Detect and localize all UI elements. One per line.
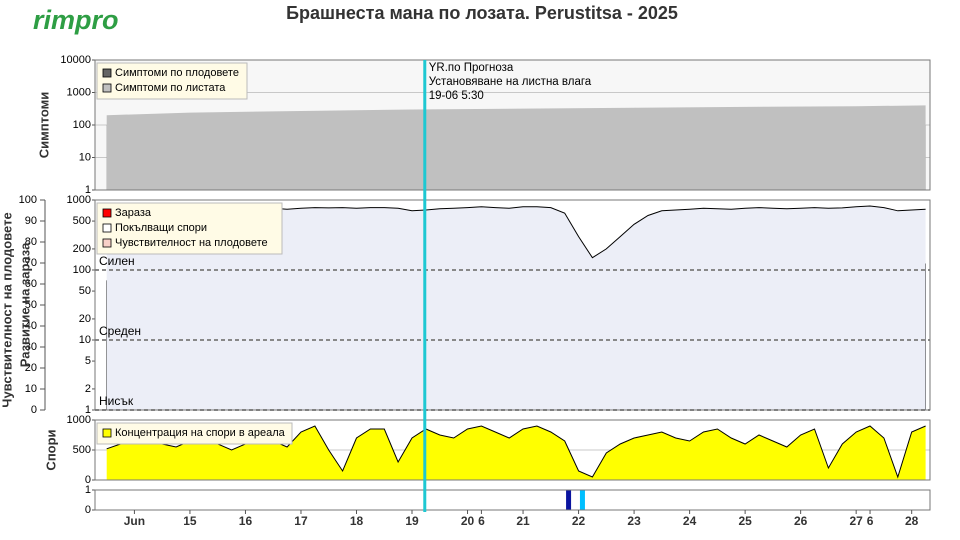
y-axis-title: Спори xyxy=(43,429,58,470)
legend-swatch xyxy=(102,208,112,218)
legend-label: Покълващи спори xyxy=(115,222,207,234)
y2-tick-label: 70 xyxy=(25,257,37,269)
cursor-label: Установяване на листна влага xyxy=(429,76,592,88)
level-label: Силен xyxy=(99,254,135,268)
y-tick-label: 1 xyxy=(85,404,91,416)
y-axis-title: Развитие на зараза xyxy=(17,242,32,367)
x-tick-label: 16 xyxy=(239,514,253,528)
y-tick-label: 1000 xyxy=(67,194,91,206)
series-line xyxy=(106,425,926,479)
y-tick-label: 500 xyxy=(73,444,91,456)
series-area xyxy=(106,105,926,190)
x-tick-label: Jun xyxy=(124,514,145,528)
chart-title: Брашнеста мана по лозата. Perustitsa - 2… xyxy=(286,3,678,23)
legend-label: Зараза xyxy=(115,207,152,219)
y-tick-label: 10 xyxy=(79,151,91,163)
y-tick-label: 0 xyxy=(85,504,91,516)
x-tick-label: 17 xyxy=(294,514,308,528)
x-tick-label: 28 xyxy=(905,514,919,528)
legend-swatch xyxy=(102,428,112,438)
bar xyxy=(566,490,572,510)
legend-box xyxy=(96,62,248,100)
y-tick-label: 1000 xyxy=(67,414,91,426)
y-tick-label: 10 xyxy=(79,334,91,346)
x-tick-label: 6 xyxy=(478,514,485,528)
level-label: Нисък xyxy=(99,394,134,408)
cursor-label: YR.по Прогноза xyxy=(429,62,514,74)
y-tick-label: 100 xyxy=(73,119,91,131)
y2-tick-label: 90 xyxy=(25,215,37,227)
y2-tick-label: 80 xyxy=(25,236,37,248)
y-tick-label: 20 xyxy=(79,313,91,325)
x-tick-label: 6 xyxy=(867,514,874,528)
plot-frame xyxy=(94,489,931,511)
plot-frame xyxy=(94,199,931,411)
x-tick-label: 24 xyxy=(683,514,697,528)
legend-label: Симптоми по листата xyxy=(115,82,226,94)
series-area xyxy=(106,206,926,410)
y-tick-label: 50 xyxy=(79,285,91,297)
x-tick-label: 18 xyxy=(350,514,364,528)
y-tick-label: 5 xyxy=(85,355,91,367)
cursor-label: 19-06 5:30 xyxy=(429,90,484,102)
y-tick-label: 200 xyxy=(73,243,91,255)
x-tick-label: 26 xyxy=(794,514,808,528)
x-tick-label: 22 xyxy=(572,514,586,528)
y-tick-label: 100 xyxy=(73,264,91,276)
legend-swatch xyxy=(102,83,112,93)
x-tick-label: 25 xyxy=(738,514,752,528)
legend-label: Концентрация на спори в ареала xyxy=(115,427,286,439)
bar xyxy=(579,490,585,510)
legend-label: Симптоми по плодовете xyxy=(115,67,239,79)
y-tick-label: 1 xyxy=(85,484,91,496)
x-tick-label: 21 xyxy=(516,514,530,528)
plot-frame xyxy=(94,419,931,481)
legend-swatch xyxy=(102,238,112,248)
y2-tick-label: 20 xyxy=(25,362,37,374)
y-tick-label: 500 xyxy=(73,215,91,227)
legend-label: Чувствителност на плодовете xyxy=(115,237,268,249)
plot-area xyxy=(95,490,930,510)
y2-tick-label: 10 xyxy=(25,383,37,395)
series-area xyxy=(106,426,926,480)
x-tick-label: 19 xyxy=(405,514,419,528)
y-tick-label: 10000 xyxy=(60,54,91,66)
legend-swatch xyxy=(102,68,112,78)
y2-tick-label: 40 xyxy=(25,320,37,332)
legend-box xyxy=(96,202,283,255)
legend-swatch xyxy=(102,223,112,233)
y-tick-label: 1000 xyxy=(67,86,91,98)
y-tick-label: 2 xyxy=(85,383,91,395)
y2-tick-label: 60 xyxy=(25,278,37,290)
x-tick-label: 15 xyxy=(183,514,197,528)
logo: rimpro xyxy=(33,5,119,35)
legend-box xyxy=(96,422,293,445)
x-tick-label: 20 xyxy=(461,514,475,528)
y2-tick-label: 0 xyxy=(31,404,37,416)
y-tick-label: 1 xyxy=(85,184,91,196)
y2-tick-label: 100 xyxy=(19,194,37,206)
y-axis-title: Симптоми xyxy=(36,92,51,158)
y2-tick-label: 30 xyxy=(25,341,37,353)
y-tick-label: 0 xyxy=(85,474,91,486)
plot-frame xyxy=(94,59,931,191)
level-label: Среден xyxy=(99,324,141,338)
y2-tick-label: 50 xyxy=(25,299,37,311)
y2-axis-title: Чувствителност на плодовете xyxy=(0,212,14,407)
x-tick-label: 23 xyxy=(627,514,641,528)
x-tick-label: 27 xyxy=(849,514,863,528)
